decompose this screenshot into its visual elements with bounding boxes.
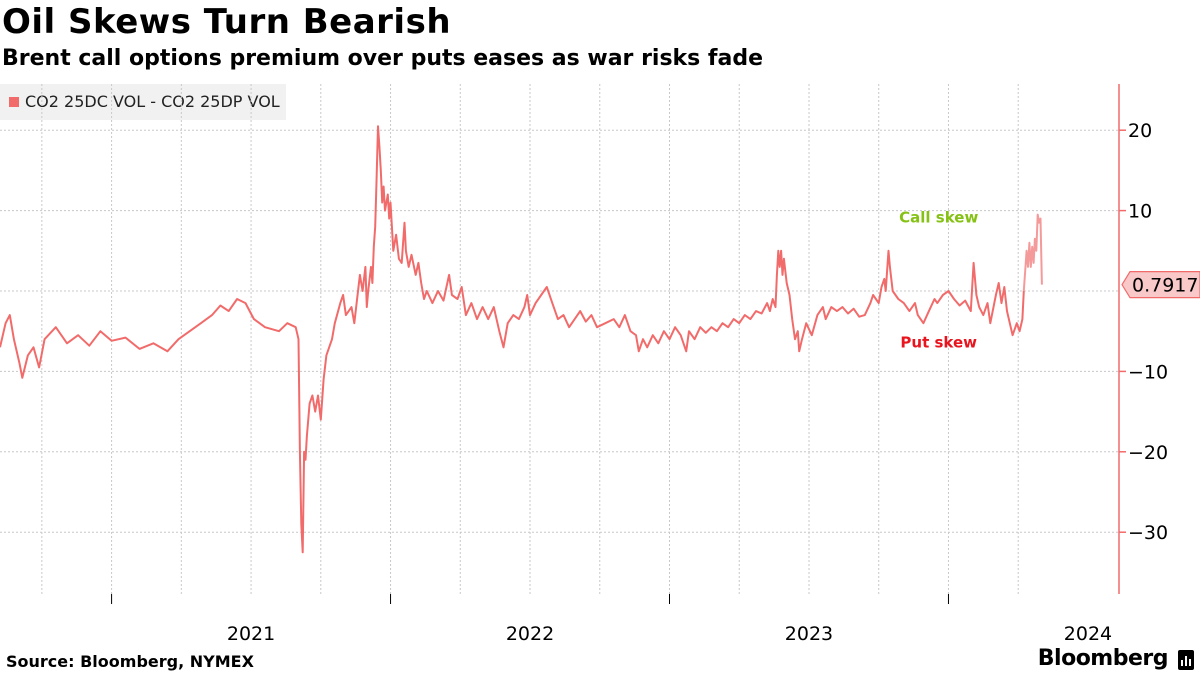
y-tick-label: −20 <box>1128 442 1168 464</box>
legend: CO2 25DC VOL - CO2 25DP VOL <box>0 84 286 120</box>
source-note: Source: Bloomberg, NYMEX <box>6 652 254 671</box>
bloomberg-chart-icon <box>1178 650 1194 670</box>
x-tick-label: 2022 <box>506 623 554 645</box>
chart-title: Oil Skews Turn Bearish <box>2 2 452 42</box>
series-line <box>0 125 1025 554</box>
last-value-label: 0.7917 <box>1132 275 1198 297</box>
series-line-recent <box>1022 213 1043 292</box>
legend-swatch <box>9 97 19 107</box>
x-tick-label: 2021 <box>227 623 275 645</box>
annotation-label: Call skew <box>899 208 978 226</box>
legend-label: CO2 25DC VOL - CO2 25DP VOL <box>25 92 280 111</box>
y-tick-label: −30 <box>1128 522 1168 544</box>
y-tick-label: −10 <box>1128 361 1168 383</box>
bloomberg-logo: Bloomberg <box>1037 646 1169 671</box>
y-tick-label: 20 <box>1128 120 1152 142</box>
y-tick-label: 10 <box>1128 201 1152 223</box>
chart-subtitle: Brent call options premium over puts eas… <box>2 46 764 71</box>
x-tick-label: 2024 <box>1064 623 1112 645</box>
annotation-label: Put skew <box>900 334 977 352</box>
last-value-tag <box>1121 271 1200 299</box>
x-tick-label: 2023 <box>785 623 833 645</box>
